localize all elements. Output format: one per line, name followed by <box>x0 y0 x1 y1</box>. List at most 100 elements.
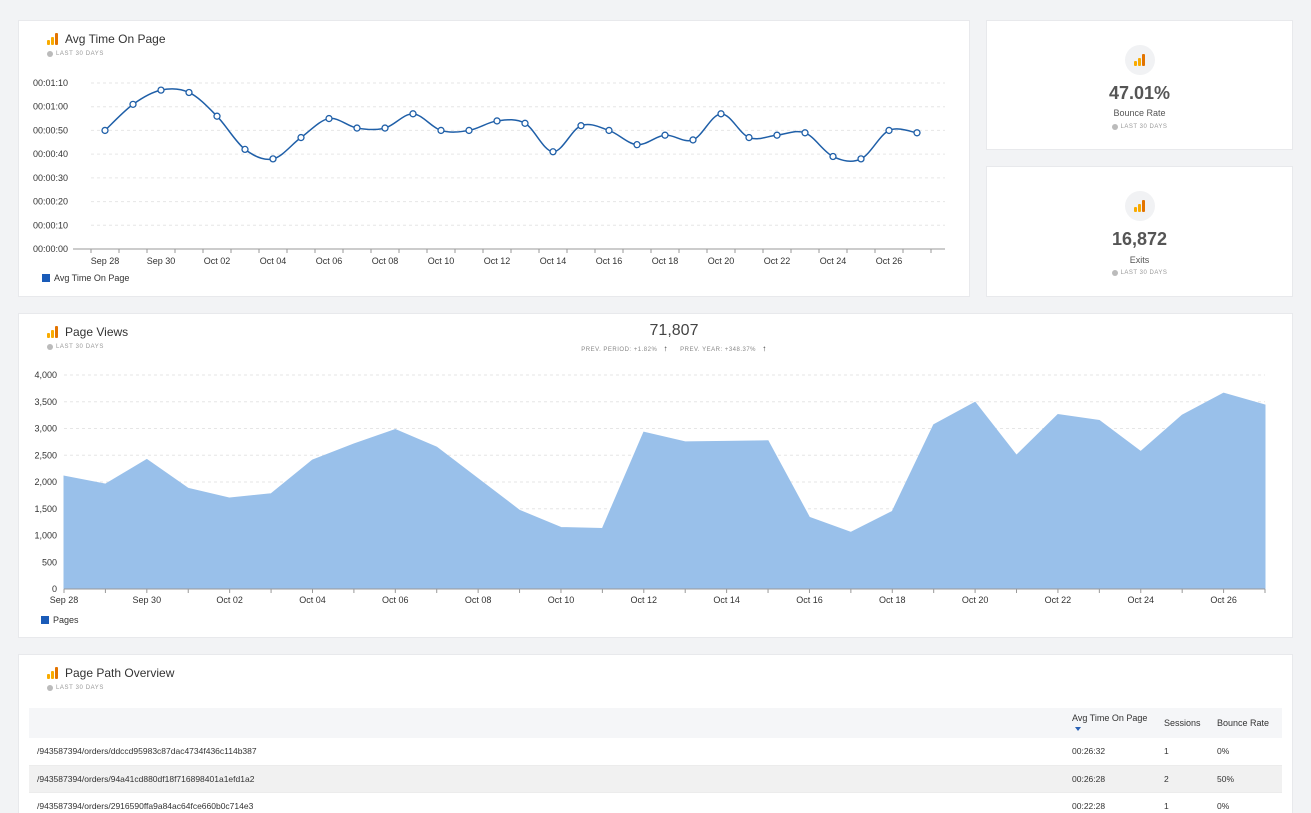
cell-avg-time: 00:26:32 <box>1064 738 1156 766</box>
avg-time-legend[interactable]: Avg Time On Page <box>42 273 129 283</box>
x-tick-label: Oct 24 <box>820 256 847 266</box>
column-header-avg-time-label: Avg Time On Page <box>1072 713 1148 723</box>
y-tick-label: 1,000 <box>34 531 57 541</box>
data-point <box>381 124 389 132</box>
cell-bounce-rate: 0% <box>1209 792 1282 813</box>
table-row[interactable]: /943587394/orders/ddccd95983c87dac4734f4… <box>29 738 1282 766</box>
y-tick-label: 2,500 <box>34 450 57 460</box>
analytics-icon <box>47 667 59 679</box>
page-path-subtitle: LAST 30 DAYS <box>47 685 104 691</box>
data-point <box>157 86 165 94</box>
avg-time-line-chart: 00:00:00 00:00:10 00:00:20 00:00:30 00:00:40… <box>33 78 945 266</box>
page-views-legend[interactable]: Pages <box>41 615 79 625</box>
data-point <box>745 133 753 142</box>
y-tick-label: 00:00:00 <box>33 244 68 254</box>
x-tick-label: Oct 26 <box>1210 595 1237 605</box>
analytics-icon <box>1133 54 1146 66</box>
data-point <box>633 141 641 149</box>
cell-path: /943587394/orders/2916590ffa9a84ac64fce6… <box>29 792 1064 813</box>
data-point <box>101 126 109 135</box>
cell-sessions: 1 <box>1156 738 1209 766</box>
x-tick-label: Oct 08 <box>465 595 492 605</box>
bounce-rate-subtitle: LAST 30 DAYS <box>987 124 1292 130</box>
bounce-rate-card: 47.01% Bounce Rate LAST 30 DAYS <box>986 20 1293 150</box>
x-tick-label: Oct 16 <box>796 595 823 605</box>
x-tick-label: Sep 30 <box>133 595 162 605</box>
cell-bounce-rate: 50% <box>1209 765 1282 793</box>
avg-time-title: Avg Time On Page <box>47 32 166 46</box>
data-point <box>661 131 669 139</box>
cell-path: /943587394/orders/94a41cd880df18f7168984… <box>29 765 1064 793</box>
table-row[interactable]: /943587394/orders/2916590ffa9a84ac64fce6… <box>29 792 1282 813</box>
series-area-pages <box>63 392 1266 590</box>
page-path-subtitle-text: LAST 30 DAYS <box>56 685 104 691</box>
x-tick-label: Oct 24 <box>1128 595 1155 605</box>
clock-icon <box>47 344 53 350</box>
x-tick-label: Sep 28 <box>50 595 79 605</box>
y-tick-label: 2,000 <box>34 477 57 487</box>
page-views-subtitle-text: LAST 30 DAYS <box>56 344 104 350</box>
y-tick-label: 00:00:30 <box>33 173 68 183</box>
exits-subtitle: LAST 30 DAYS <box>987 270 1292 276</box>
exits-icon-circle <box>1124 191 1155 221</box>
exits-subtitle-text: LAST 30 DAYS <box>1120 270 1168 276</box>
table-header-row: Avg Time On Page Sessions Bounce Rate <box>29 708 1282 738</box>
x-tick-label: Oct 04 <box>299 595 326 605</box>
y-tick-label: 500 <box>42 557 57 567</box>
analytics-icon <box>47 326 59 338</box>
cell-avg-time: 00:26:28 <box>1064 765 1156 793</box>
y-tick-label: 0 <box>52 584 57 594</box>
prev-period-text: PREV. PERIOD: +1.82% <box>581 347 658 353</box>
column-header-bounce-rate[interactable]: Bounce Rate <box>1209 708 1282 738</box>
column-header-avg-time[interactable]: Avg Time On Page <box>1064 708 1156 738</box>
y-tick-label: 00:00:50 <box>33 125 68 135</box>
x-tick-label: Oct 14 <box>713 595 740 605</box>
table-row[interactable]: /943587394/orders/94a41cd880df18f7168984… <box>29 765 1282 793</box>
legend-swatch <box>42 274 50 282</box>
x-tick-label: Oct 06 <box>316 256 343 266</box>
page-path-table: Avg Time On Page Sessions Bounce Rate /9… <box>29 708 1282 813</box>
data-point <box>577 122 585 130</box>
x-tick-label: Oct 12 <box>631 595 658 605</box>
y-tick-label: 4,000 <box>34 370 57 380</box>
data-point <box>773 131 781 139</box>
prev-year-text: PREV. YEAR: +348.37% <box>680 347 757 353</box>
column-header-sessions[interactable]: Sessions <box>1156 708 1209 738</box>
x-tick-label: Oct 10 <box>428 256 455 266</box>
cell-avg-time: 00:22:28 <box>1064 792 1156 813</box>
data-point <box>521 119 529 127</box>
bounce-rate-label: Bounce Rate <box>1113 108 1166 118</box>
x-tick-label: Oct 06 <box>382 595 409 605</box>
y-tick-label: 3,500 <box>34 397 57 407</box>
y-tick-label: 00:01:00 <box>33 102 68 112</box>
column-header-path <box>29 708 1064 738</box>
legend-label: Avg Time On Page <box>54 273 130 283</box>
data-point <box>129 100 137 108</box>
analytics-icon <box>1133 200 1146 212</box>
y-tick-label: 00:00:40 <box>33 149 68 159</box>
cell-sessions: 2 <box>1156 765 1209 793</box>
exits-card: 16,872 Exits LAST 30 DAYS <box>986 166 1293 297</box>
page-views-card: Page Views LAST 30 DAYS 71,807 PREV. PER… <box>18 313 1293 638</box>
data-point <box>829 152 837 161</box>
y-tick-label: 1,500 <box>34 504 57 514</box>
x-tick-label: Oct 18 <box>879 595 906 605</box>
x-tick-label: Oct 08 <box>372 256 399 266</box>
data-point <box>913 129 921 137</box>
cell-sessions: 1 <box>1156 792 1209 813</box>
data-point <box>325 114 333 123</box>
x-tick-label: Oct 22 <box>1045 595 1072 605</box>
data-point <box>857 155 865 163</box>
page-path-title-text: Page Path Overview <box>65 666 175 680</box>
data-point <box>241 145 249 154</box>
x-tick-label: Oct 22 <box>764 256 791 266</box>
clock-icon <box>47 51 53 57</box>
data-point <box>353 124 361 132</box>
data-point <box>465 126 473 135</box>
x-tick-label: Oct 04 <box>260 256 287 266</box>
arrow-up-icon: ↑ <box>762 344 767 353</box>
x-tick-label: Oct 02 <box>216 595 243 605</box>
x-tick-label: Oct 26 <box>876 256 903 266</box>
sort-desc-icon[interactable] <box>1075 726 1081 731</box>
x-tick-label: Sep 30 <box>147 256 176 266</box>
